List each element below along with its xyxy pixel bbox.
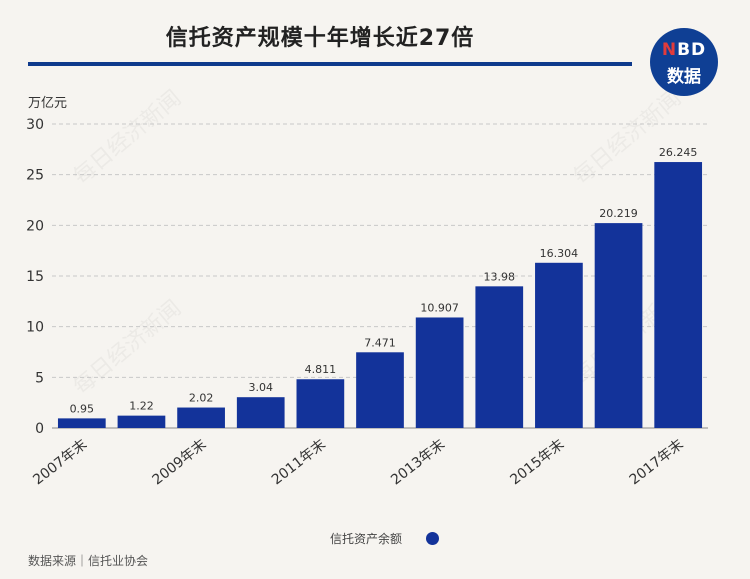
y-tick-label: 30 <box>26 117 44 133</box>
data-label: 7.471 <box>364 336 396 349</box>
bar <box>356 352 404 428</box>
data-label: 13.98 <box>484 270 516 283</box>
x-tick-label: 2009年末 <box>150 437 210 489</box>
y-tick-label: 10 <box>26 320 44 336</box>
data-label: 4.811 <box>305 363 337 376</box>
legend-label: 信托资产余额 <box>330 532 403 546</box>
bar <box>236 397 285 428</box>
data-label: 10.907 <box>420 301 459 314</box>
data-source: 数据来源｜信托业协会 <box>28 554 149 568</box>
data-label: 26.245 <box>659 146 698 159</box>
chart-title: 信托资产规模十年增长近27倍 <box>165 26 475 51</box>
data-label: 3.04 <box>248 381 273 394</box>
bar <box>296 379 345 428</box>
x-tick-label: 2013年末 <box>388 437 448 489</box>
y-tick-label: 20 <box>26 218 44 234</box>
legend-swatch <box>426 532 439 545</box>
y-tick-label: 15 <box>26 269 44 285</box>
y-axis-unit-label: 万亿元 <box>28 96 68 111</box>
logo-text-bottom: 数据 <box>667 67 701 87</box>
logo-text-top: NBD <box>661 40 707 60</box>
data-label: 2.02 <box>189 392 214 405</box>
x-tick-label: 2007年末 <box>30 437 90 489</box>
nbd-logo: NBD 数据 <box>650 28 718 96</box>
bar <box>57 418 106 428</box>
x-tick-label: 2011年末 <box>269 437 329 489</box>
y-tick-label: 5 <box>35 370 44 386</box>
bar <box>535 262 583 428</box>
data-label: 20.219 <box>599 207 638 220</box>
bar <box>177 407 225 428</box>
data-label: 16.304 <box>540 247 579 260</box>
bar <box>475 286 524 428</box>
x-tick-label: 2017年末 <box>627 437 687 489</box>
bar <box>654 162 703 428</box>
data-label: 1.22 <box>129 400 154 413</box>
title-divider <box>28 62 632 66</box>
data-label: 0.95 <box>70 402 95 415</box>
y-tick-label: 25 <box>26 168 44 184</box>
bar <box>594 223 643 428</box>
bar <box>415 317 464 428</box>
bar <box>117 415 166 428</box>
y-tick-label: 0 <box>35 421 44 437</box>
x-tick-label: 2015年末 <box>507 437 567 489</box>
